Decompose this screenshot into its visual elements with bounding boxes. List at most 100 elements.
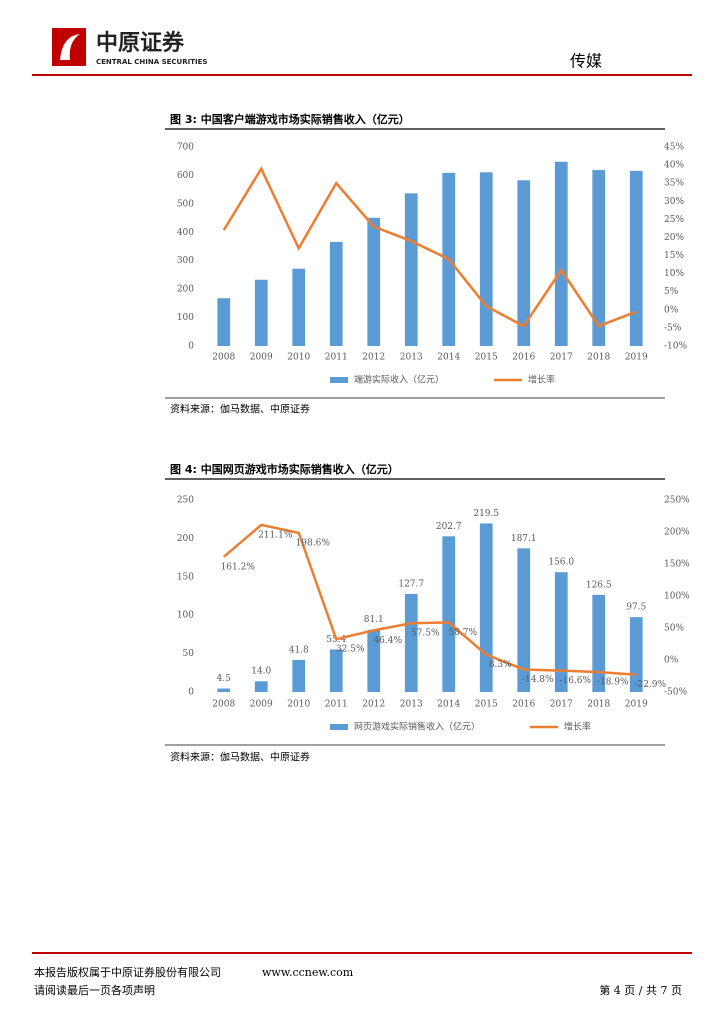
y2-tick-label: 200% xyxy=(664,528,690,538)
bar xyxy=(329,649,343,692)
x-tick-label: 2010 xyxy=(287,353,310,363)
bar xyxy=(629,170,643,346)
y-tick-label: 50 xyxy=(183,649,195,659)
bar-label: 97.5 xyxy=(626,603,646,613)
y2-tick-label: 250% xyxy=(664,496,690,506)
y2-tick-label: 20% xyxy=(664,233,684,243)
section: 传媒 xyxy=(570,52,602,71)
line-label: -14.8% xyxy=(522,675,554,685)
bar xyxy=(217,688,231,692)
y-tick-label: 300 xyxy=(177,256,194,266)
y2-tick-label: 45% xyxy=(664,143,684,153)
bar xyxy=(592,594,606,692)
x-tick-label: 2012 xyxy=(362,353,385,363)
logo-en: CENTRAL CHINA SECURITIES xyxy=(96,58,207,66)
y2-tick-label: 15% xyxy=(664,251,684,261)
footer-disclaimer: 请阅读最后一页各项声明 xyxy=(34,983,155,997)
line-label: -16.6% xyxy=(559,676,591,686)
y-tick-label: 600 xyxy=(177,171,194,181)
line-label: -22.9% xyxy=(634,680,666,690)
bar-label: 202.7 xyxy=(436,522,462,532)
y-tick-label: 200 xyxy=(177,534,194,544)
bar xyxy=(479,172,493,346)
y2-tick-label: 40% xyxy=(664,161,684,171)
line-label: -18.9% xyxy=(597,678,629,688)
growth-line xyxy=(222,523,637,676)
x-tick-label: 2019 xyxy=(625,353,648,363)
legend-swatch xyxy=(330,724,348,730)
bar-label: 156.0 xyxy=(548,558,574,568)
x-tick-label: 2018 xyxy=(587,700,610,710)
x-tick-label: 2009 xyxy=(250,353,273,363)
y2-tick-label: 50% xyxy=(664,624,684,634)
y2-tick-label: 100% xyxy=(664,592,690,602)
x-tick-label: 2016 xyxy=(512,353,535,363)
bar xyxy=(554,572,568,692)
bar-label: 219.5 xyxy=(473,509,499,519)
x-tick-label: 2015 xyxy=(475,353,498,363)
footer-copyright: 本报告版权属于中原证券股份有限公司 xyxy=(34,965,221,979)
y2-tick-label: 30% xyxy=(664,197,684,207)
legend-label: 增长率 xyxy=(564,721,591,733)
bar-label: 14.0 xyxy=(251,667,271,677)
bar xyxy=(367,629,381,692)
bar xyxy=(554,161,568,346)
x-tick-label: 2017 xyxy=(550,353,573,363)
bar xyxy=(404,193,418,346)
line-label: 198.6% xyxy=(296,538,331,548)
bar xyxy=(442,536,456,692)
bar-label: 4.5 xyxy=(217,674,232,684)
line-label: 8.3% xyxy=(489,660,512,670)
x-tick-label: 2008 xyxy=(212,353,235,363)
y2-tick-label: 150% xyxy=(664,560,690,570)
y2-tick-label: 35% xyxy=(664,179,684,189)
bar xyxy=(292,268,306,346)
x-tick-label: 2018 xyxy=(587,353,610,363)
y-tick-label: 100 xyxy=(177,313,194,323)
bar xyxy=(292,659,306,692)
source: 资料来源：伽马数据、中原证券 xyxy=(170,403,310,416)
logo-swoosh xyxy=(60,34,80,60)
y2-tick-label: -10% xyxy=(664,342,687,352)
legend-label: 端游实际收入（亿元） xyxy=(354,374,444,386)
x-tick-label: 2013 xyxy=(400,700,423,710)
x-tick-label: 2014 xyxy=(437,700,460,710)
bar xyxy=(592,170,606,346)
bar xyxy=(329,241,343,346)
y-tick-label: 200 xyxy=(177,285,194,295)
x-tick-label: 2013 xyxy=(400,353,423,363)
y-tick-label: 100 xyxy=(177,611,194,621)
y-tick-label: 700 xyxy=(177,143,194,153)
source: 资料来源：伽马数据、中原证券 xyxy=(170,751,310,764)
bar-label: 127.7 xyxy=(398,579,424,589)
bar-label: 81.1 xyxy=(364,615,384,625)
x-tick-label: 2014 xyxy=(437,353,460,363)
x-tick-label: 2016 xyxy=(512,700,535,710)
figure-caption: 图 3: 中国客户端游戏市场实际销售收入（亿元） xyxy=(170,112,410,126)
x-tick-label: 2011 xyxy=(325,353,348,363)
x-tick-label: 2010 xyxy=(287,700,310,710)
line-label: 58.7% xyxy=(448,628,477,638)
x-tick-label: 2015 xyxy=(475,700,498,710)
x-tick-label: 2009 xyxy=(250,700,273,710)
x-tick-label: 2008 xyxy=(212,700,235,710)
y2-tick-label: -5% xyxy=(664,323,682,333)
bar xyxy=(404,593,418,692)
y2-tick-label: 25% xyxy=(664,215,684,225)
bar-label: 41.8 xyxy=(289,645,309,655)
bar-label: 126.5 xyxy=(586,580,612,590)
legend-swatch xyxy=(330,377,348,383)
bar xyxy=(517,180,531,346)
x-tick-label: 2012 xyxy=(362,700,385,710)
footer-website: www.ccnew.com xyxy=(262,966,354,979)
bar xyxy=(479,523,493,692)
x-tick-label: 2019 xyxy=(625,700,648,710)
line-label: 46.4% xyxy=(373,636,402,646)
logo-cn: 中原证券 xyxy=(96,30,185,56)
y2-tick-label: 0% xyxy=(664,305,679,315)
y-tick-label: 0 xyxy=(188,342,194,352)
y-tick-label: 400 xyxy=(177,228,194,238)
bar xyxy=(254,279,268,346)
bar-label: 187.1 xyxy=(511,534,537,544)
